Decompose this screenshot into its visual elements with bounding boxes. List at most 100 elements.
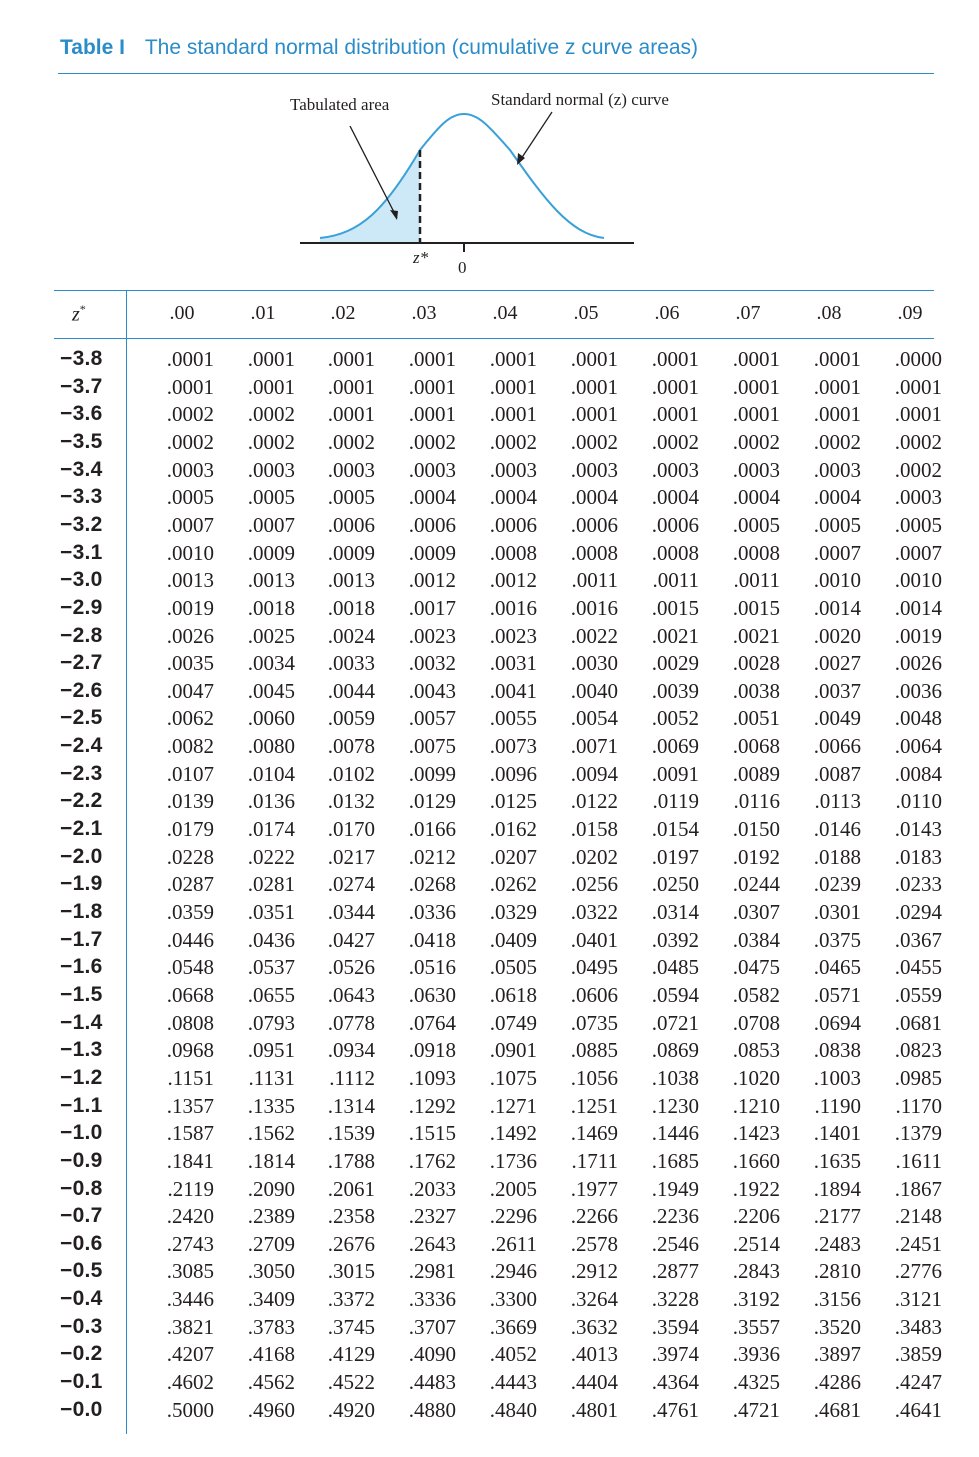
table-cell: .0559 <box>894 982 942 1007</box>
table-cell: .0003 <box>489 457 537 482</box>
table-cell: .0015 <box>651 595 699 620</box>
table-cell: .3632 <box>570 1314 618 1339</box>
row-z-value: −2.9 <box>60 595 103 619</box>
normal-curve-figure: Tabulated area Standard normal (z) curve… <box>280 80 720 280</box>
table-row: −0.2 .4207 .4168 .4129 .4090 .4052 .4013 .3974.… <box>0 1342 979 1369</box>
table-cell: .0015 <box>732 595 780 620</box>
table-cell: .1841 <box>166 1148 214 1173</box>
table-cell: .1492 <box>489 1121 537 1146</box>
table-cell: .0217 <box>327 844 375 869</box>
table-cell: .1357 <box>166 1093 214 1118</box>
curve-arrowhead <box>517 153 525 165</box>
table-row: −3.5 .0002 .0002 .0002 .0002 .0002 .0002 .0002.… <box>0 430 979 457</box>
table-cell: .2358 <box>327 1204 375 1229</box>
table-cell: .0064 <box>894 734 942 759</box>
table-cell: .0401 <box>570 927 618 952</box>
table-cell: .0003 <box>570 457 618 482</box>
table-cell: .0004 <box>408 485 456 510</box>
row-z-value: −1.1 <box>60 1093 103 1117</box>
table-cell: .1635 <box>813 1148 861 1173</box>
table-cell: .1446 <box>651 1121 699 1146</box>
table-cell: .0001 <box>732 374 780 399</box>
table-cell: .3783 <box>247 1314 295 1339</box>
table-cell: .1271 <box>489 1093 537 1118</box>
table-cell: .0002 <box>489 429 537 454</box>
table-cell: .4286 <box>813 1370 861 1395</box>
table-cell: .0001 <box>489 402 537 427</box>
table-row: −2.7 .0035 .0034 .0033 .0032 .0031 .0030 .0029.… <box>0 651 979 678</box>
table-cell: .4641 <box>894 1397 942 1422</box>
table-cell: .0031 <box>489 651 537 676</box>
table-row: −0.0 .5000 .4960 .4920 .4880 .4840 .4801 .4761.… <box>0 1398 979 1425</box>
table-cell: .2877 <box>651 1259 699 1284</box>
table-cell: .0307 <box>732 900 780 924</box>
table-cell: .0001 <box>732 402 780 427</box>
table-cell: .0694 <box>813 1010 861 1035</box>
table-cell: .2327 <box>408 1204 456 1229</box>
table-cell: .0202 <box>570 844 618 869</box>
table-cell: .0017 <box>408 595 456 620</box>
row-z-value: −2.4 <box>60 734 103 758</box>
table-cell: .0012 <box>408 568 456 593</box>
table-title: Table I The standard normal distribution… <box>60 36 698 60</box>
table-cell: .2776 <box>894 1259 942 1284</box>
table-cell: .0749 <box>489 1010 537 1035</box>
table-cell: .0004 <box>813 485 861 510</box>
table-cell: .0708 <box>732 1010 780 1035</box>
table-cell: .0005 <box>327 485 375 510</box>
table-cell: .0030 <box>570 651 618 676</box>
table-cell: .3594 <box>651 1314 699 1339</box>
table-cell: .0778 <box>327 1010 375 1035</box>
column-header: .03 <box>411 302 437 324</box>
table-cell: .1379 <box>894 1121 942 1146</box>
table-cell: .0039 <box>651 678 699 703</box>
table-cell: .0006 <box>327 512 375 537</box>
table-cell: .2810 <box>813 1259 861 1284</box>
table-cell: .0026 <box>894 651 942 676</box>
table-cell: .0505 <box>489 955 537 980</box>
table-cell: .0023 <box>408 623 456 648</box>
table-row: −2.3 .0107 .0104 .0102 .0099 .0096 .0094 .0091.… <box>0 762 979 789</box>
table-cell: .4920 <box>327 1397 375 1422</box>
table-cell: .0351 <box>247 900 295 924</box>
table-cell: .0096 <box>489 761 537 786</box>
curve-arrow <box>518 111 553 163</box>
table-cell: .0918 <box>408 1038 456 1063</box>
tabulated-area-fill <box>320 150 420 242</box>
table-cell: .0057 <box>408 706 456 731</box>
table-cell: .0885 <box>570 1038 618 1063</box>
row-z-value: −1.5 <box>60 982 103 1006</box>
table-cell: .0041 <box>489 678 537 703</box>
table-cell: .2843 <box>732 1259 780 1284</box>
row-z-value: −0.1 <box>60 1370 103 1394</box>
row-z-value: −0.8 <box>60 1176 103 1200</box>
table-cell: .0008 <box>489 540 537 565</box>
table-row: −1.2 .1151 .1131 .1112 .1093 .1075 .1056 .1038.… <box>0 1066 979 1093</box>
table-cell: .1711 <box>571 1148 618 1173</box>
table-cell: .0239 <box>813 872 861 897</box>
table-cell: .0329 <box>489 900 537 924</box>
table-cell: .0122 <box>570 789 618 814</box>
table-cell: .0001 <box>894 402 942 427</box>
table-row: −1.5 .0668 .0655 .0643 .0630 .0618 .0606 .0594.… <box>0 983 979 1010</box>
table-cell: .0110 <box>895 789 942 814</box>
row-z-value: −3.7 <box>60 374 103 398</box>
table-cell: .0322 <box>570 900 618 924</box>
table-cell: .0037 <box>813 678 861 703</box>
table-cell: .0630 <box>408 982 456 1007</box>
table-cell: .0129 <box>408 789 456 814</box>
table-cell: .1685 <box>651 1148 699 1173</box>
column-header: .06 <box>654 302 680 324</box>
table-cell: .0104 <box>247 761 295 786</box>
row-z-value: −0.2 <box>60 1342 103 1366</box>
table-cell: .0188 <box>813 844 861 869</box>
table-cell: .0336 <box>408 900 456 924</box>
table-cell: .0001 <box>408 374 456 399</box>
table-cell: .1922 <box>732 1176 780 1201</box>
table-cell: .0006 <box>651 512 699 537</box>
table-cell: .0008 <box>732 540 780 565</box>
table-cell: .0001 <box>166 347 214 371</box>
tabulated-area-arrowhead <box>390 210 398 220</box>
table-cell: .0301 <box>813 900 861 924</box>
table-cell: .0012 <box>489 568 537 593</box>
